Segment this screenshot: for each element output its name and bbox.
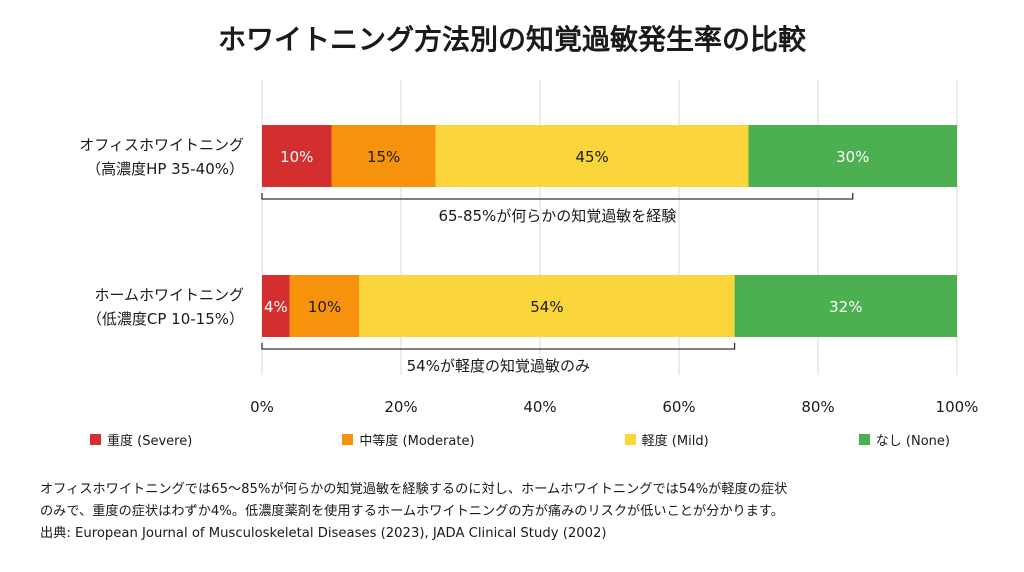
x-tick-label: 40% [523, 398, 556, 416]
bar-segment [734, 275, 957, 337]
bar-segment [289, 275, 360, 337]
legend-swatch [342, 434, 354, 445]
data-label: 10% [280, 148, 313, 166]
annotation-label: 54%が軽度の知覚過敏のみ [407, 357, 590, 375]
x-tick-label: 60% [662, 398, 695, 416]
footnote-line-1: オフィスホワイトニングでは65〜85%が何らかの知覚過敏を経験するのに対し、ホー… [40, 482, 788, 497]
data-label: 45% [575, 148, 608, 166]
legend-label: 中等度 (Moderate) [359, 434, 475, 449]
footnote-line-2: のみで、重度の症状はわずか4%。低濃度薬剤を使用するホームホワイトニングの方が痛… [40, 504, 784, 519]
legend-item: 中等度 (Moderate) [342, 430, 475, 449]
bar-segment [435, 125, 749, 187]
bar-segment [331, 125, 436, 187]
legend: 重度 (Severe) 中等度 (Moderate) 軽度 (Mild) なし (No… [90, 430, 950, 449]
bar-segment [359, 275, 735, 337]
category-label: オフィスホワイトニング [79, 136, 244, 154]
data-label: 54% [530, 298, 563, 316]
category-label: （高濃度HP 35-40%） [86, 160, 244, 178]
bar-segment [748, 125, 957, 187]
x-tick-label: 100% [936, 398, 979, 416]
legend-label: なし (None) [875, 434, 950, 449]
annotation-label: 65-85%が何らかの知覚過敏を経験 [438, 207, 676, 225]
legend-swatch [624, 434, 636, 445]
data-label: 15% [367, 148, 400, 166]
data-label: 4% [264, 298, 288, 316]
legend-label: 軽度 (Mild) [641, 434, 709, 449]
x-tick-label: 80% [801, 398, 834, 416]
legend-swatch [858, 434, 870, 445]
legend-label: 重度 (Severe) [107, 434, 193, 449]
bar-segment [262, 125, 332, 187]
x-tick-label: 20% [384, 398, 417, 416]
category-label: ホームホワイトニング [94, 286, 244, 304]
data-label: 10% [308, 298, 341, 316]
chart-title: ホワイトニング方法別の知覚過敏発生率の比較 [217, 23, 806, 56]
x-tick-label: 0% [250, 398, 274, 416]
legend-item: 重度 (Severe) [90, 430, 192, 449]
stacked-bar-chart: 0% 20% 40% 60% 80% 100% オフィスホワイトニング （高濃度HP 35-4… [79, 80, 979, 416]
annotation-bracket [261, 193, 854, 200]
legend-swatch [90, 434, 101, 445]
category-label: （低濃度CP 10-15%） [87, 310, 244, 328]
data-label: 30% [836, 148, 869, 166]
footnote-source: 出典: European Journal of Musculoskeletal … [40, 526, 607, 541]
footnote: オフィスホワイトニングでは65〜85%が何らかの知覚過敏を経験するのに対し、ホー… [40, 479, 990, 545]
bar-segment [262, 275, 290, 337]
annotation-bracket [261, 343, 736, 350]
legend-item: なし (None) [858, 430, 950, 449]
legend-item: 軽度 (Mild) [624, 430, 709, 449]
data-label: 32% [829, 298, 862, 316]
